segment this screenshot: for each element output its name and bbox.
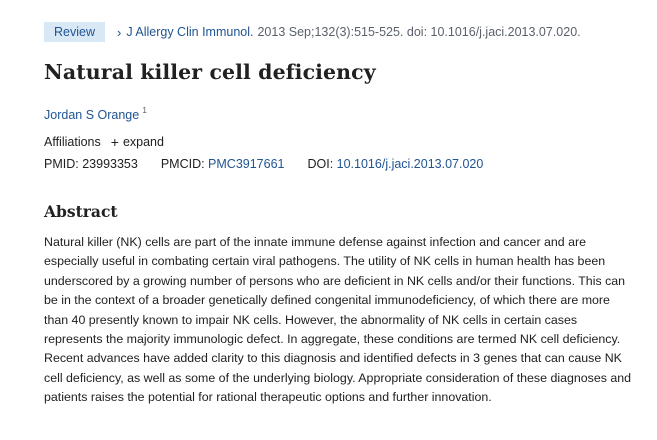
affiliations-label: Affiliations (44, 135, 101, 149)
pmcid-link[interactable]: PMC3917661 (208, 157, 285, 171)
journal-link[interactable]: › J Allergy Clin Immunol. (117, 25, 253, 40)
affiliations-row: Affiliations + expand (44, 134, 164, 150)
pmid-label: PMID: (44, 157, 79, 171)
citation-line: Review › J Allergy Clin Immunol. 2013 Se… (44, 22, 581, 42)
expand-label: expand (122, 135, 164, 149)
plus-icon: + (110, 134, 119, 150)
doi-link[interactable]: 10.1016/j.jaci.2013.07.020 (336, 157, 484, 171)
journal-name: J Allergy Clin Immunol. (126, 25, 254, 39)
affiliations-expand-button[interactable]: + expand (111, 134, 164, 150)
article-title: Natural killer cell deficiency (44, 60, 376, 84)
author-link[interactable]: Jordan S Orange (44, 108, 140, 122)
abstract-heading: Abstract (44, 202, 118, 221)
author-affiliation-ref[interactable]: 1 (142, 105, 147, 115)
pmid-value: 23993353 (82, 157, 138, 171)
pmcid-label: PMCID: (160, 157, 205, 171)
identifiers: PMID: 23993353 PMCID: PMC3917661 DOI: 10… (44, 157, 483, 171)
publication-type-badge[interactable]: Review (44, 22, 105, 42)
abstract-text: Natural killer (NK) cells are part of th… (44, 235, 632, 405)
doi-label: DOI: (307, 157, 334, 171)
chevron-right-icon: › (117, 24, 122, 40)
citation-details: 2013 Sep;132(3):515-525. doi: 10.1016/j.… (257, 25, 581, 39)
author-list: Jordan S Orange 1 (44, 105, 147, 122)
